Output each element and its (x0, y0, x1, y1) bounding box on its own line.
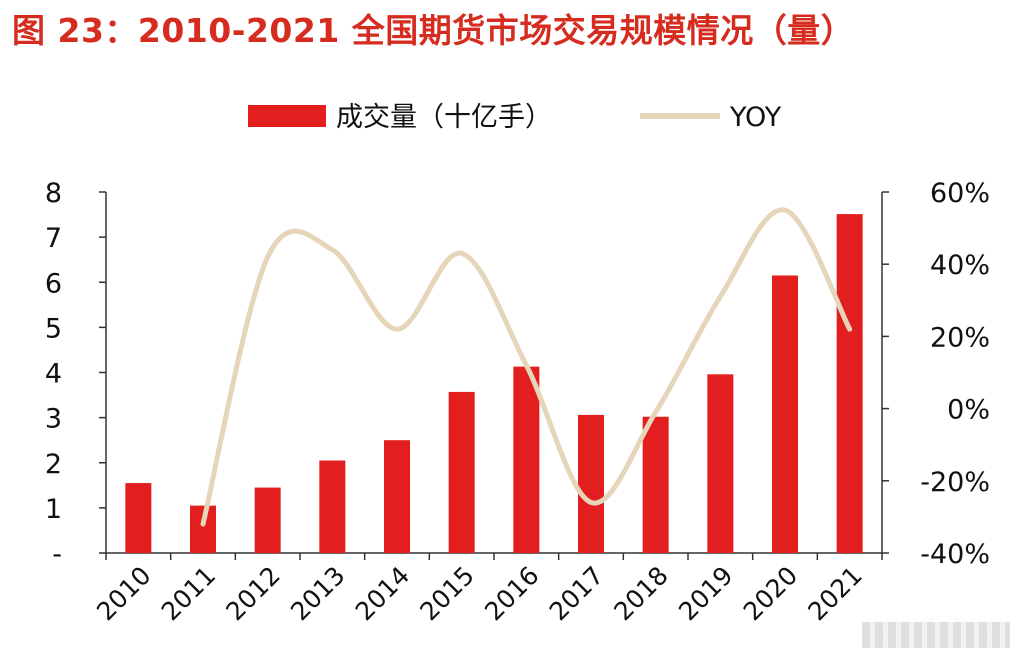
y-right-tick-label: 0% (947, 395, 990, 426)
y-left-tick-label: 5 (45, 313, 62, 344)
bar-2010 (125, 483, 152, 553)
bar-2021 (836, 214, 863, 553)
y-left-tick-label: 6 (45, 268, 62, 299)
x-tick-label: 2013 (285, 561, 350, 626)
x-tick-label: 2011 (156, 561, 221, 626)
y-right-tick-label: 20% (930, 322, 990, 353)
y-right-tick-label: -40% (920, 539, 990, 570)
x-tick-label: 2016 (479, 561, 544, 626)
y-right-tick-label: -20% (920, 467, 990, 498)
x-tick-label: 2015 (414, 561, 479, 626)
bar-2014 (384, 440, 410, 553)
bar-2020 (772, 275, 798, 553)
bar-2011 (190, 505, 216, 553)
y-left-tick-label: 1 (45, 494, 62, 525)
legend-label-volume: 成交量（十亿手） (336, 102, 552, 133)
legend-bar-swatch (248, 105, 326, 127)
y-left-tick-label: 7 (45, 223, 62, 254)
y-right-tick-label: 40% (930, 250, 990, 281)
x-tick-label: 2018 (608, 561, 673, 626)
bar-2018 (642, 416, 669, 553)
bar-2015 (448, 391, 475, 553)
y-left-tick-label: 8 (45, 178, 62, 209)
bar-2019 (707, 374, 734, 553)
bar-2017 (578, 414, 604, 553)
bar-2016 (513, 366, 540, 553)
x-tick-label: 2012 (220, 561, 285, 626)
x-tick-label: 2010 (91, 561, 156, 626)
y-left-tick-label: 2 (45, 449, 62, 480)
x-tick-label: 2017 (544, 561, 609, 626)
x-tick-label: 2019 (673, 561, 738, 626)
legend-label-yoy: YOY (729, 102, 782, 133)
y-right-tick-label: 60% (930, 178, 990, 209)
chart-title: 图 23：2010-2021 全国期货市场交易规模情况（量） (12, 11, 855, 50)
y-left-tick-label: 3 (45, 404, 62, 435)
x-tick-label: 2020 (738, 561, 803, 626)
x-tick-label: 2021 (802, 561, 867, 626)
bar-2013 (319, 460, 346, 553)
y-left-tick-label: 4 (45, 359, 62, 390)
legend: 成交量（十亿手） YOY (248, 102, 782, 133)
bar-2012 (254, 487, 281, 553)
x-tick-label: 2014 (350, 561, 415, 626)
watermark (862, 622, 1010, 648)
y-left-tick-label: - (52, 539, 62, 570)
